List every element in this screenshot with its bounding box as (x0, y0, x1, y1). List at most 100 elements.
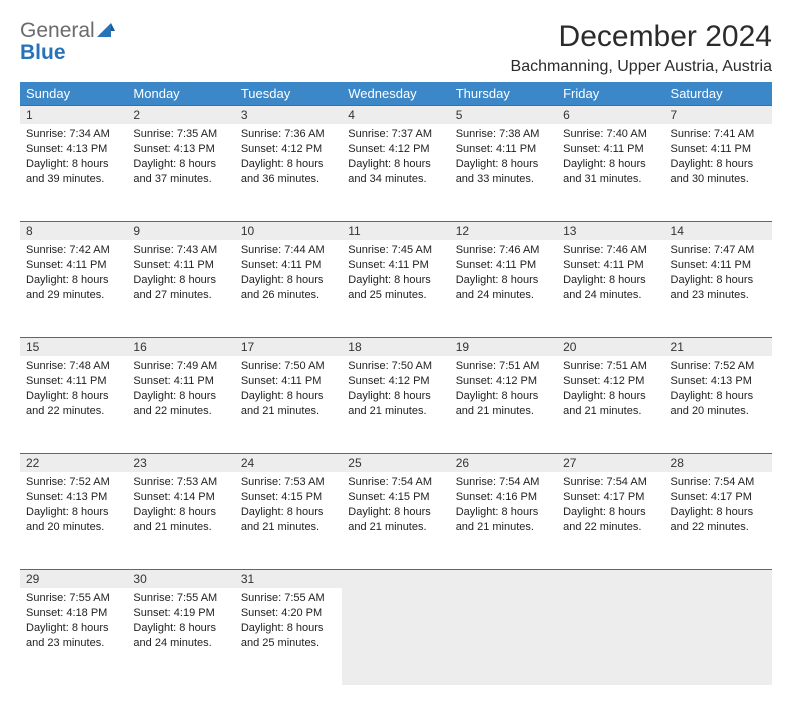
day-cell: Sunrise: 7:54 AMSunset: 4:17 PMDaylight:… (665, 472, 772, 570)
brand-sail-icon (97, 21, 115, 42)
day-d2: and 21 minutes. (348, 404, 443, 419)
day-d2: and 25 minutes. (348, 288, 443, 303)
day-sr: Sunrise: 7:41 AM (671, 127, 766, 142)
day-d1: Daylight: 8 hours (456, 157, 551, 172)
day-d2: and 24 minutes. (563, 288, 658, 303)
day-d1: Daylight: 8 hours (26, 389, 121, 404)
day-cell: Sunrise: 7:52 AMSunset: 4:13 PMDaylight:… (665, 356, 772, 454)
day-cell: Sunrise: 7:45 AMSunset: 4:11 PMDaylight:… (342, 240, 449, 338)
day-d1: Daylight: 8 hours (456, 505, 551, 520)
day-sr: Sunrise: 7:55 AM (133, 591, 228, 606)
day-ss: Sunset: 4:11 PM (671, 142, 766, 157)
day-ss: Sunset: 4:19 PM (133, 606, 228, 621)
day-sr: Sunrise: 7:48 AM (26, 359, 121, 374)
day-sr: Sunrise: 7:49 AM (133, 359, 228, 374)
day-number: 29 (20, 570, 127, 589)
daynum-row: 891011121314 (20, 222, 772, 241)
brand-part2: Blue (20, 41, 66, 64)
day-d1: Daylight: 8 hours (26, 273, 121, 288)
day-sr: Sunrise: 7:55 AM (26, 591, 121, 606)
day-sr: Sunrise: 7:35 AM (133, 127, 228, 142)
day-number (557, 570, 664, 589)
day-d1: Daylight: 8 hours (241, 157, 336, 172)
day-number: 11 (342, 222, 449, 241)
day-d2: and 23 minutes. (26, 636, 121, 651)
dayname-mon: Monday (127, 82, 234, 106)
calendar-table: Sunday Monday Tuesday Wednesday Thursday… (20, 82, 772, 685)
day-ss: Sunset: 4:12 PM (563, 374, 658, 389)
day-d1: Daylight: 8 hours (456, 273, 551, 288)
day-d2: and 27 minutes. (133, 288, 228, 303)
day-ss: Sunset: 4:17 PM (563, 490, 658, 505)
day-ss: Sunset: 4:14 PM (133, 490, 228, 505)
daynum-row: 22232425262728 (20, 454, 772, 473)
day-d1: Daylight: 8 hours (563, 157, 658, 172)
day-d2: and 22 minutes. (26, 404, 121, 419)
day-d2: and 33 minutes. (456, 172, 551, 187)
day-d2: and 26 minutes. (241, 288, 336, 303)
daynum-row: 15161718192021 (20, 338, 772, 357)
day-number: 8 (20, 222, 127, 241)
day-d1: Daylight: 8 hours (563, 273, 658, 288)
day-sr: Sunrise: 7:52 AM (671, 359, 766, 374)
day-d2: and 31 minutes. (563, 172, 658, 187)
day-cell: Sunrise: 7:52 AMSunset: 4:13 PMDaylight:… (20, 472, 127, 570)
day-d1: Daylight: 8 hours (671, 273, 766, 288)
day-sr: Sunrise: 7:51 AM (563, 359, 658, 374)
day-number: 21 (665, 338, 772, 357)
day-number (450, 570, 557, 589)
day-body-row: Sunrise: 7:34 AMSunset: 4:13 PMDaylight:… (20, 124, 772, 222)
day-cell: Sunrise: 7:55 AMSunset: 4:20 PMDaylight:… (235, 588, 342, 685)
day-sr: Sunrise: 7:53 AM (241, 475, 336, 490)
location-label: Bachmanning, Upper Austria, Austria (511, 58, 772, 76)
day-sr: Sunrise: 7:44 AM (241, 243, 336, 258)
day-cell: Sunrise: 7:51 AMSunset: 4:12 PMDaylight:… (557, 356, 664, 454)
title-block: December 2024 Bachmanning, Upper Austria… (511, 20, 772, 76)
day-d2: and 20 minutes. (671, 404, 766, 419)
day-number: 19 (450, 338, 557, 357)
day-sr: Sunrise: 7:54 AM (456, 475, 551, 490)
day-d2: and 36 minutes. (241, 172, 336, 187)
day-d2: and 39 minutes. (26, 172, 121, 187)
day-sr: Sunrise: 7:52 AM (26, 475, 121, 490)
day-number: 17 (235, 338, 342, 357)
day-ss: Sunset: 4:16 PM (456, 490, 551, 505)
day-d2: and 21 minutes. (456, 520, 551, 535)
dayname-fri: Friday (557, 82, 664, 106)
brand-logo: General Blue (20, 20, 115, 64)
day-d2: and 34 minutes. (348, 172, 443, 187)
day-ss: Sunset: 4:11 PM (241, 258, 336, 273)
day-d2: and 22 minutes. (563, 520, 658, 535)
day-cell (665, 588, 772, 685)
day-cell: Sunrise: 7:46 AMSunset: 4:11 PMDaylight:… (557, 240, 664, 338)
day-number: 12 (450, 222, 557, 241)
day-d2: and 21 minutes. (241, 404, 336, 419)
day-sr: Sunrise: 7:34 AM (26, 127, 121, 142)
day-sr: Sunrise: 7:47 AM (671, 243, 766, 258)
day-d1: Daylight: 8 hours (241, 505, 336, 520)
day-d1: Daylight: 8 hours (563, 505, 658, 520)
month-title: December 2024 (511, 20, 772, 54)
day-cell (557, 588, 664, 685)
day-number: 1 (20, 106, 127, 125)
dayname-tue: Tuesday (235, 82, 342, 106)
day-sr: Sunrise: 7:42 AM (26, 243, 121, 258)
day-cell: Sunrise: 7:54 AMSunset: 4:17 PMDaylight:… (557, 472, 664, 570)
day-sr: Sunrise: 7:36 AM (241, 127, 336, 142)
day-sr: Sunrise: 7:54 AM (671, 475, 766, 490)
day-ss: Sunset: 4:11 PM (26, 374, 121, 389)
day-cell: Sunrise: 7:34 AMSunset: 4:13 PMDaylight:… (20, 124, 127, 222)
day-sr: Sunrise: 7:46 AM (563, 243, 658, 258)
day-d1: Daylight: 8 hours (241, 621, 336, 636)
day-d1: Daylight: 8 hours (133, 505, 228, 520)
day-sr: Sunrise: 7:45 AM (348, 243, 443, 258)
day-d1: Daylight: 8 hours (563, 389, 658, 404)
day-ss: Sunset: 4:17 PM (671, 490, 766, 505)
day-ss: Sunset: 4:11 PM (456, 258, 551, 273)
day-cell: Sunrise: 7:53 AMSunset: 4:15 PMDaylight:… (235, 472, 342, 570)
day-d2: and 21 minutes. (348, 520, 443, 535)
day-d1: Daylight: 8 hours (26, 621, 121, 636)
day-number: 27 (557, 454, 664, 473)
day-body-row: Sunrise: 7:55 AMSunset: 4:18 PMDaylight:… (20, 588, 772, 685)
day-ss: Sunset: 4:11 PM (133, 374, 228, 389)
